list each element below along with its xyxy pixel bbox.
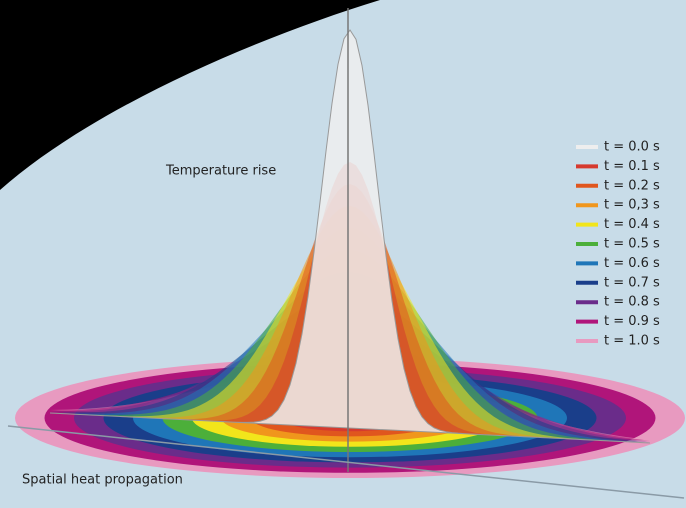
vertical-axis-label: Temperature rise (165, 164, 276, 179)
bells (49, 29, 651, 444)
legend-label: t = 1.0 s (604, 334, 660, 349)
horizontal-axis-label: Spatial heat propagation (22, 473, 183, 488)
legend-label: t = 0.5 s (604, 237, 660, 252)
black-swoosh (0, 0, 380, 190)
legend-label: t = 0.8 s (604, 295, 660, 310)
legend-label: t = 0.6 s (604, 256, 660, 271)
legend-label: t = 0.0 s (604, 140, 660, 155)
bell (49, 29, 651, 444)
legend-label: t = 0,3 s (604, 198, 660, 213)
legend-label: t = 0.1 s (604, 159, 660, 174)
legend-label: t = 0.2 s (604, 178, 660, 193)
horizontal-axis (7, 425, 685, 499)
legend: t = 0.0 s t = 0.1 s t = 0.2 s t = 0,3 s t = … (576, 140, 660, 349)
legend-label: t = 0.7 s (604, 275, 660, 290)
legend-label: t = 0.9 s (604, 314, 660, 329)
legend-label: t = 0.4 s (604, 217, 660, 232)
